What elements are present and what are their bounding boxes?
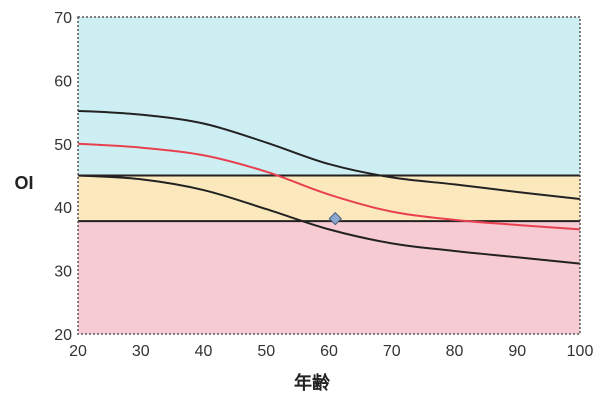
- series-layer: [77, 109, 581, 265]
- ref-lines-layer: [78, 174, 580, 223]
- x-axis-title: 年齢: [294, 372, 331, 393]
- band-1: [78, 175, 580, 222]
- marker-layer: [328, 211, 342, 226]
- x-tick-label: 20: [69, 343, 87, 360]
- plot-border: [77, 16, 581, 335]
- x-tick-label: 70: [383, 343, 401, 360]
- y-tick-labels: 20 30 40 50 60 70: [54, 10, 72, 344]
- series-line-1: [77, 142, 581, 231]
- x-tick-label: 50: [257, 343, 275, 360]
- x-tick-label: 60: [320, 343, 338, 360]
- band-2: [78, 221, 580, 334]
- y-tick-label: 60: [54, 73, 72, 90]
- y-tick-label: 30: [54, 264, 72, 281]
- data-point-marker: [328, 211, 342, 226]
- x-tick-labels: 20 30 40 50 60 70 80 90 100: [69, 343, 593, 360]
- y-tick-label: 70: [54, 10, 72, 27]
- series-line-0: [77, 109, 581, 200]
- y-tick-label: 50: [54, 137, 72, 154]
- y-axis-title: OI: [14, 173, 33, 193]
- band-0: [78, 17, 580, 176]
- x-tick-label: 100: [567, 343, 594, 360]
- x-tick-label: 90: [508, 343, 526, 360]
- series-line-2: [77, 174, 581, 265]
- x-tick-label: 30: [132, 343, 150, 360]
- y-tick-label: 40: [54, 200, 72, 217]
- x-tick-label: 40: [195, 343, 213, 360]
- y-tick-label: 20: [54, 327, 72, 344]
- x-tick-label: 80: [446, 343, 464, 360]
